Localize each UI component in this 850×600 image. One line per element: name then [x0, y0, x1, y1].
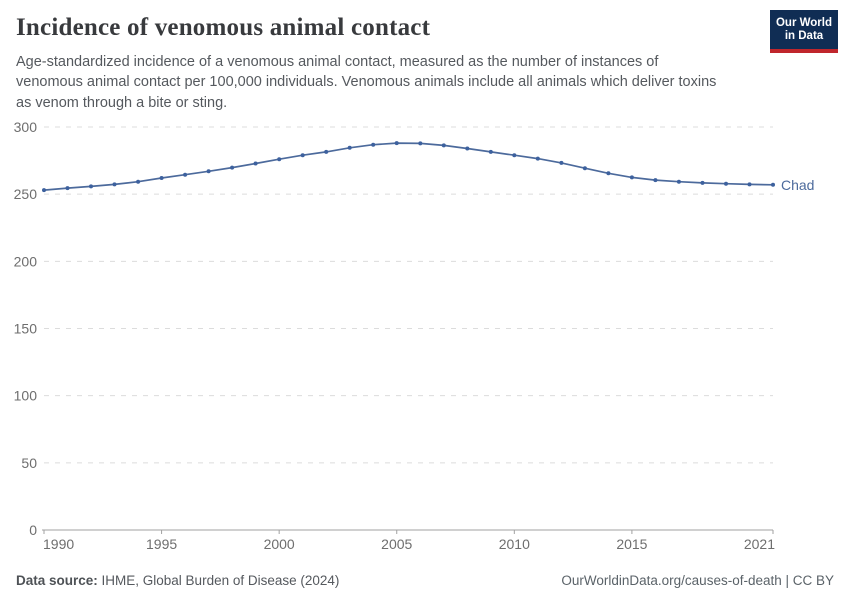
- data-point[interactable]: [277, 157, 282, 162]
- data-point[interactable]: [112, 182, 117, 187]
- data-point[interactable]: [300, 153, 305, 158]
- data-point[interactable]: [606, 171, 611, 176]
- data-point[interactable]: [206, 169, 211, 174]
- x-tick-label: 2010: [499, 536, 530, 552]
- data-point[interactable]: [371, 142, 376, 147]
- data-point[interactable]: [230, 165, 235, 170]
- series-label-chad[interactable]: Chad: [781, 177, 814, 193]
- data-point[interactable]: [488, 149, 493, 154]
- y-tick-label: 300: [14, 119, 38, 135]
- data-point[interactable]: [535, 156, 540, 161]
- data-point[interactable]: [159, 176, 164, 180]
- data-point[interactable]: [582, 166, 587, 171]
- y-tick-label: 100: [14, 388, 38, 404]
- x-tick-label: 2005: [381, 536, 412, 552]
- page-title: Incidence of venomous animal contact: [16, 14, 431, 41]
- x-tick-label: 2000: [264, 536, 295, 552]
- data-point[interactable]: [724, 181, 728, 186]
- data-point[interactable]: [183, 172, 188, 177]
- attribution-link[interactable]: OurWorldinData.org/causes-of-death | CC …: [561, 573, 834, 588]
- x-tick-label: 1990: [43, 536, 74, 552]
- data-point[interactable]: [676, 179, 681, 184]
- data-point[interactable]: [324, 149, 329, 154]
- data-source: Data source: IHME, Global Burden of Dise…: [16, 573, 339, 588]
- chad-line[interactable]: [43, 142, 774, 191]
- y-tick-label: 0: [29, 522, 37, 538]
- x-tick-label: 1995: [146, 536, 177, 552]
- data-point[interactable]: [653, 178, 658, 183]
- owid-logo-line2: in Data: [784, 29, 824, 42]
- data-point[interactable]: [253, 161, 258, 166]
- y-tick-label: 200: [14, 253, 38, 269]
- data-point[interactable]: [465, 146, 470, 151]
- owid-logo-line1: Our World: [775, 16, 832, 29]
- chart-subtitle: Age-standardized incidence of a venomous…: [16, 52, 736, 113]
- owid-logo[interactable]: Our World in Data: [770, 10, 838, 53]
- chart-footer: Data source: IHME, Global Burden of Dise…: [0, 573, 850, 588]
- y-tick-label: 150: [14, 321, 38, 337]
- data-point[interactable]: [700, 180, 705, 185]
- data-point[interactable]: [559, 160, 564, 165]
- data-point[interactable]: [629, 175, 634, 180]
- y-tick-label: 50: [21, 455, 37, 471]
- subtitle-line: as venom through a bite or sting.: [16, 94, 228, 111]
- subtitle-line: Age-standardized incidence of a venomous…: [16, 54, 659, 70]
- x-tick-label: 2015: [616, 536, 647, 552]
- subtitle-line: venomous animal contact per 100,000 indi…: [16, 74, 717, 91]
- data-source-value: IHME, Global Burden of Disease (2024): [97, 573, 340, 588]
- data-point[interactable]: [42, 188, 46, 193]
- data-point[interactable]: [771, 182, 775, 187]
- data-point[interactable]: [89, 184, 93, 189]
- data-point[interactable]: [394, 141, 399, 146]
- data-point[interactable]: [347, 145, 352, 150]
- data-point[interactable]: [136, 179, 141, 184]
- data-source-label: Data source:: [16, 573, 98, 588]
- y-tick-label: 250: [14, 186, 38, 202]
- data-point[interactable]: [441, 143, 446, 148]
- x-tick-label: 2021: [744, 536, 775, 552]
- data-point[interactable]: [65, 186, 70, 191]
- data-point[interactable]: [747, 182, 752, 187]
- data-point[interactable]: [418, 141, 423, 146]
- data-point[interactable]: [512, 153, 517, 158]
